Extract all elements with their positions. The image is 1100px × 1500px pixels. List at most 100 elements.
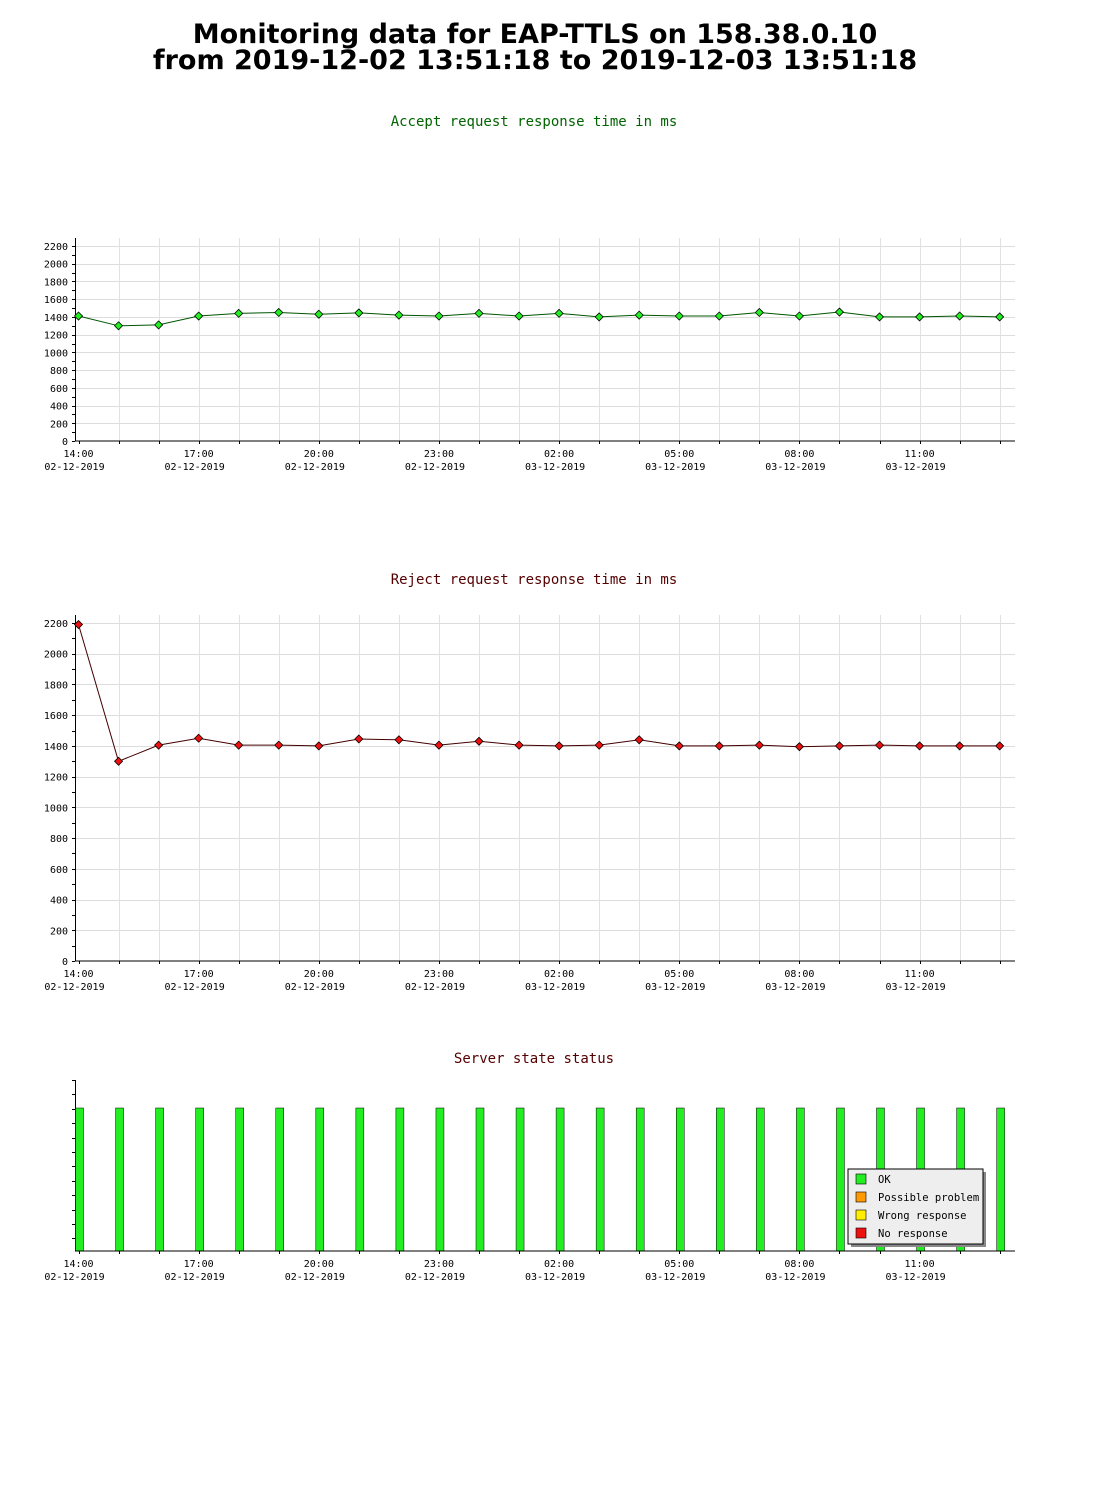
accept-series-line — [78, 311, 1000, 327]
accept-y-tick-label: 1200 — [44, 331, 68, 342]
reject-data-point — [914, 741, 925, 751]
accept-data-point — [794, 311, 804, 321]
status-bar — [155, 1107, 164, 1252]
status-bar — [235, 1107, 244, 1252]
status-x-date-label: 02-12-2019 — [405, 1272, 465, 1283]
accept-y-tick-label: 400 — [50, 402, 68, 413]
reject-y-tick-label: 1000 — [44, 803, 68, 814]
status-bar — [595, 1107, 605, 1252]
reject-data-point — [274, 740, 284, 750]
reject-x-date-label: 02-12-2019 — [405, 982, 465, 993]
reject-x-time-label: 20:00 — [304, 969, 334, 980]
status-bar — [275, 1107, 284, 1252]
accept-y-tick-label: 200 — [50, 419, 68, 430]
reject-data-point — [995, 741, 1005, 751]
server-state-chart: Server state status 14:00 02-12-2019 17:00… — [44, 1051, 1015, 1283]
status-bar — [115, 1107, 124, 1252]
status-bar — [555, 1107, 565, 1252]
accept-x-date-label: 03-12-2019 — [525, 462, 585, 473]
accept-x-time-label: 08:00 — [784, 449, 814, 460]
status-x-date-label: 03-12-2019 — [525, 1272, 585, 1283]
legend-label: Possible problem — [878, 1192, 979, 1204]
accept-x-date-label: 02-12-2019 — [285, 462, 345, 473]
status-x-date-label: 03-12-2019 — [645, 1272, 705, 1283]
legend-swatch — [855, 1191, 867, 1203]
accept-data-point — [394, 310, 404, 320]
accept-x-time-label: 02:00 — [544, 449, 574, 460]
accept-data-point — [194, 311, 204, 321]
accept-x-time-label: 14:00 — [63, 449, 93, 460]
status-bar — [996, 1107, 1005, 1252]
accept-y-tick-label: 0 — [62, 437, 68, 448]
accept-x-date-label: 02-12-2019 — [44, 462, 104, 473]
status-x-date-label: 03-12-2019 — [765, 1272, 825, 1283]
status-bar — [75, 1107, 84, 1252]
accept-y-tick-label: 1600 — [44, 295, 68, 306]
status-x-time-label: 17:00 — [184, 1259, 214, 1270]
reject-x-time-label: 23:00 — [424, 969, 454, 980]
reject-x-time-label: 14:00 — [63, 969, 93, 980]
accept-data-point — [274, 307, 284, 318]
reject-data-point — [394, 735, 404, 745]
status-bar — [676, 1107, 685, 1252]
accept-x-time-label: 17:00 — [184, 449, 214, 460]
status-x-date-label: 02-12-2019 — [285, 1272, 345, 1283]
reject-x-date-label: 02-12-2019 — [44, 982, 104, 993]
status-x-time-label: 23:00 — [424, 1259, 454, 1270]
status-bar — [836, 1107, 845, 1252]
reject-data-point — [474, 736, 484, 746]
accept-y-tick-label: 1800 — [44, 277, 68, 288]
accept-data-point — [234, 308, 244, 318]
reject-data-point — [714, 741, 724, 751]
legend-label: Wrong response — [878, 1210, 967, 1222]
status-bar — [635, 1107, 645, 1252]
reject-data-point — [194, 733, 204, 743]
page-title: Monitoring data for EAP-TTLS on 158.38.0… — [0, 21, 1070, 74]
reject-x-time-label: 08:00 — [784, 969, 814, 980]
accept-data-point — [314, 309, 324, 319]
status-bar — [315, 1107, 325, 1252]
reject-x-date-label: 02-12-2019 — [285, 982, 345, 993]
status-bar — [435, 1107, 445, 1252]
reject-data-point — [794, 742, 804, 752]
accept-x-time-label: 11:00 — [904, 449, 934, 460]
accept-data-point — [594, 312, 604, 322]
reject-data-point — [554, 741, 564, 751]
reject-y-tick-label: 2000 — [44, 650, 68, 661]
reject-data-point — [834, 741, 845, 751]
accept-data-point — [113, 321, 124, 331]
accept-data-point — [154, 320, 164, 330]
status-x-time-label: 02:00 — [544, 1259, 574, 1270]
reject-data-point — [73, 619, 84, 630]
accept-x-time-label: 23:00 — [424, 449, 454, 460]
accept-y-tick-label: 2000 — [44, 260, 68, 271]
status-x-time-label: 08:00 — [784, 1259, 814, 1270]
reject-y-tick-label: 1400 — [44, 742, 68, 753]
accept-x-date-label: 03-12-2019 — [885, 462, 945, 473]
accept-data-point — [434, 311, 444, 321]
accept-y-tick-label: 1400 — [44, 313, 68, 324]
status-x-time-label: 20:00 — [304, 1259, 334, 1270]
status-x-time-label: 14:00 — [63, 1259, 93, 1270]
reject-data-point — [754, 740, 764, 750]
accept-data-point — [634, 310, 644, 320]
legend-label: No response — [878, 1228, 948, 1240]
status-bar — [716, 1107, 725, 1252]
reject-y-tick-label: 1800 — [44, 680, 68, 691]
reject-x-time-label: 17:00 — [184, 969, 214, 980]
reject-data-point — [234, 740, 244, 750]
accept-data-point — [73, 311, 84, 321]
reject-x-date-label: 03-12-2019 — [885, 982, 945, 993]
accept-data-point — [914, 312, 925, 322]
status-bar — [355, 1107, 365, 1252]
accept-response-chart: Accept request response time in ms 0 200 4… — [44, 114, 1015, 473]
reject-data-point — [354, 734, 364, 744]
status-bar — [796, 1107, 805, 1252]
reject-data-point — [113, 756, 124, 766]
reject-data-point — [674, 741, 684, 751]
accept-x-time-label: 20:00 — [304, 449, 334, 460]
reject-data-point — [154, 740, 164, 750]
reject-x-date-label: 03-12-2019 — [645, 982, 705, 993]
accept-x-date-label: 03-12-2019 — [765, 462, 825, 473]
accept-data-point — [995, 312, 1005, 322]
